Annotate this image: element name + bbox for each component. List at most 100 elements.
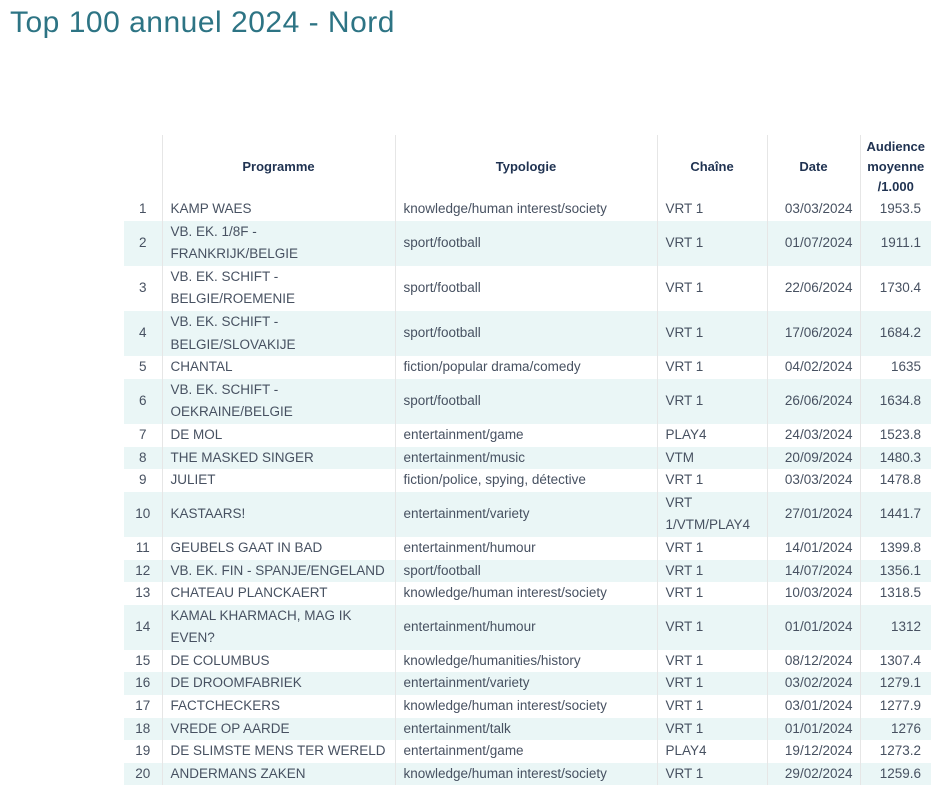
cell-programme: ANDERMANS ZAKEN	[161, 762, 395, 785]
table-row: 5 CHANTAL fiction/popular drama/comedy VRT …	[124, 356, 931, 379]
cell-rank: 7	[138, 426, 147, 442]
cell-date: 20/09/2024	[766, 446, 860, 470]
cell-programme: DE COLUMBUS	[161, 649, 395, 673]
cell-date: 17/06/2024	[766, 310, 860, 357]
cell-programme: GEUBELS GAAT IN BAD	[161, 536, 395, 560]
cell-programme: VB. EK. SCHIFT - BELGIE/ROEMENIE	[161, 265, 395, 311]
cell-chaine: VRT 1	[656, 469, 767, 492]
cell-programme: VB. EK. FIN - SPANJE/ENGELAND	[161, 559, 395, 583]
cell-typologie: fiction/popular drama/comedy	[394, 356, 657, 379]
cell-typologie: sport/football	[394, 378, 657, 424]
table-header-row: Programme Typologie Chaîne Date Audience…	[124, 135, 931, 198]
table-row: 14 KAMAL KHARMACH, MAG IK EVEN? entertainm…	[124, 604, 931, 650]
cell-rank: 8	[138, 449, 147, 465]
cell-date: 10/03/2024	[766, 582, 860, 605]
table-row: 15 DE COLUMBUS knowledge/humanities/histor…	[124, 649, 931, 673]
table-row: 13 CHATEAU PLANCKAERT knowledge/human inte…	[124, 582, 931, 605]
cell-rank: 2	[138, 234, 147, 250]
cell-audience: 1911.1	[859, 220, 931, 266]
cell-chaine: PLAY4	[656, 423, 767, 447]
cell-programme: THE MASKED SINGER	[161, 446, 395, 470]
cell-audience: 1399.8	[859, 536, 931, 560]
table-row: 8 THE MASKED SINGER entertainment/music VTM…	[124, 446, 931, 470]
cell-programme: VB. EK. SCHIFT - BELGIE/SLOVAKIJE	[161, 310, 395, 357]
cell-date: 24/03/2024	[766, 423, 860, 447]
cell-chaine: VRT 1	[656, 695, 767, 718]
cell-rank: 1	[138, 201, 147, 216]
cell-typologie: sport/football	[394, 559, 657, 583]
cell-chaine: VRT 1	[656, 378, 767, 424]
header-programme: Programme	[161, 135, 395, 198]
cell-rank: 10	[135, 506, 151, 522]
cell-programme: VREDE OP AARDE	[161, 717, 395, 741]
table-row: 16 DE DROOMFABRIEK entertainment/variety VR…	[124, 672, 931, 696]
cell-audience: 1684.2	[859, 310, 931, 357]
cell-audience: 1478.8	[859, 469, 931, 492]
cell-rank: 9	[138, 472, 147, 488]
cell-audience: 1312	[859, 604, 931, 650]
cell-date: 14/01/2024	[766, 536, 860, 560]
table-row: 12 VB. EK. FIN - SPANJE/ENGELAND sport/foo…	[124, 559, 931, 583]
cell-typologie: entertainment/variety	[394, 491, 657, 537]
cell-date: 01/07/2024	[766, 220, 860, 266]
cell-chaine: VRT 1	[656, 649, 767, 673]
cell-rank: 13	[135, 585, 151, 601]
cell-date: 14/07/2024	[766, 559, 860, 583]
cell-audience: 1635	[859, 356, 931, 379]
cell-chaine: PLAY4	[656, 740, 767, 763]
cell-programme: CHANTAL	[161, 356, 395, 379]
table-row: 9 JULIET fiction/police, spying, détective…	[124, 469, 931, 492]
table-row: 20 ANDERMANS ZAKEN knowledge/human interes…	[124, 762, 931, 785]
cell-audience: 1318.5	[859, 582, 931, 605]
cell-audience: 1441.7	[859, 491, 931, 537]
cell-date: 01/01/2024	[766, 717, 860, 741]
cell-rank: 20	[135, 765, 151, 781]
top100-table: Programme Typologie Chaîne Date Audience…	[124, 135, 931, 785]
cell-chaine: VRT 1	[656, 265, 767, 311]
table-row: 7 DE MOL entertainment/game PLAY4 24/03/2024…	[124, 423, 931, 447]
cell-typologie: fiction/police, spying, détective	[394, 469, 657, 492]
cell-typologie: entertainment/variety	[394, 672, 657, 696]
header-typologie: Typologie	[394, 135, 657, 198]
cell-date: 04/02/2024	[766, 356, 860, 379]
cell-rank: 16	[135, 675, 151, 691]
table-row: 10 KASTAARS! entertainment/variety VRT 1/VT…	[124, 491, 931, 537]
cell-audience: 1953.5	[859, 198, 931, 221]
cell-typologie: entertainment/music	[394, 446, 657, 470]
header-audience: Audience moyenne /1.000	[859, 135, 931, 198]
cell-chaine: VTM	[656, 446, 767, 470]
cell-programme: DE DROOMFABRIEK	[161, 672, 395, 696]
cell-typologie: sport/football	[394, 310, 657, 357]
cell-programme: KAMAL KHARMACH, MAG IK EVEN?	[161, 604, 395, 650]
cell-audience: 1634.8	[859, 378, 931, 424]
cell-chaine: VRT 1	[656, 536, 767, 560]
cell-chaine: VRT 1	[656, 356, 767, 379]
cell-date: 29/02/2024	[766, 762, 860, 785]
cell-chaine: VRT 1	[656, 220, 767, 266]
cell-typologie: sport/football	[394, 220, 657, 266]
table-row: 4 VB. EK. SCHIFT - BELGIE/SLOVAKIJE sport/…	[124, 310, 931, 357]
table-row: 11 GEUBELS GAAT IN BAD entertainment/humou…	[124, 536, 931, 560]
cell-audience: 1276	[859, 717, 931, 741]
cell-programme: DE SLIMSTE MENS TER WERELD	[161, 740, 395, 763]
cell-typologie: entertainment/humour	[394, 536, 657, 560]
cell-audience: 1279.1	[859, 672, 931, 696]
cell-rank: 5	[138, 359, 147, 375]
header-chaine: Chaîne	[656, 135, 767, 198]
cell-chaine: VRT 1	[656, 310, 767, 357]
cell-programme: CHATEAU PLANCKAERT	[161, 582, 395, 605]
cell-chaine: VRT 1	[656, 762, 767, 785]
cell-audience: 1307.4	[859, 649, 931, 673]
cell-chaine: VRT 1	[656, 198, 767, 221]
cell-date: 26/06/2024	[766, 378, 860, 424]
cell-rank: 12	[135, 562, 151, 578]
table-row: 17 FACTCHECKERS knowledge/human interest/s…	[124, 695, 931, 718]
cell-typologie: entertainment/game	[394, 740, 657, 763]
cell-rank: 17	[135, 698, 151, 714]
cell-date: 08/12/2024	[766, 649, 860, 673]
cell-rank: 4	[138, 325, 147, 341]
cell-chaine: VRT 1	[656, 717, 767, 741]
cell-audience: 1523.8	[859, 423, 931, 447]
cell-audience: 1277.9	[859, 695, 931, 718]
